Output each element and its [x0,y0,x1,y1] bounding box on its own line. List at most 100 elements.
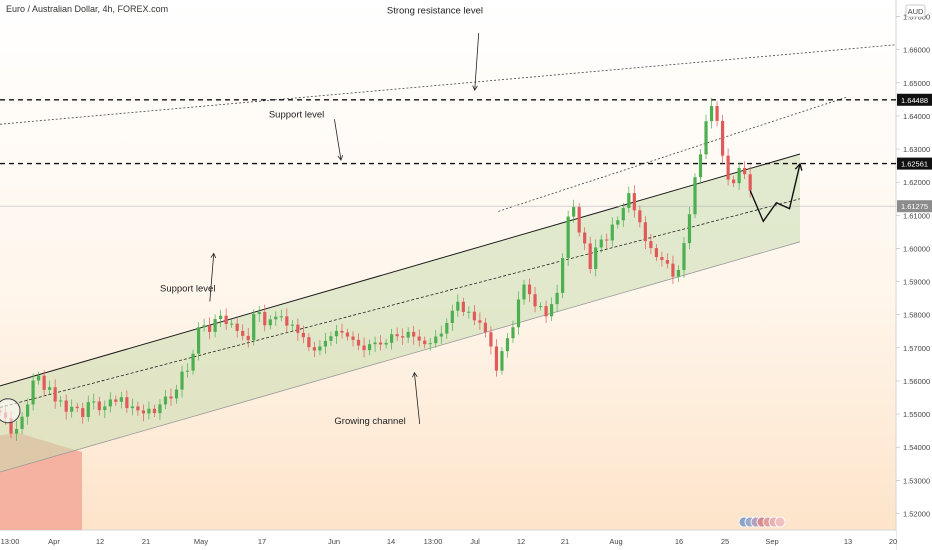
aud-badge[interactable]: AUD [905,4,926,18]
annotation-arrow [474,33,480,91]
x-tick-label: 14 [387,537,395,546]
growing-channel-fill [0,154,800,473]
candle-body [588,243,592,269]
drawn-shapes [0,44,897,530]
projection-arrowhead [794,162,803,171]
candle-body [412,331,416,337]
candle-body [25,404,30,417]
candle-body [224,315,228,324]
candle-body [605,239,609,241]
candle-body [748,174,752,191]
candle-body [439,333,443,337]
candle-body [213,318,217,332]
x-tick-label: 13:00 [424,537,443,546]
candle-body [373,342,377,345]
candle-body [522,284,526,300]
candle-body [566,216,570,259]
candle-body [274,316,278,320]
candle-body [743,167,747,175]
y-tick-label: 1.54000 [903,443,930,452]
candle-body [285,316,289,326]
candle-body [263,312,267,326]
current-price-tag-label: 1.61275 [901,202,928,211]
candle-body [450,310,454,323]
candle-body [351,336,355,340]
candle-body [130,406,134,409]
annotation-support-left: Support level [160,284,215,295]
candle-body [516,299,521,328]
candle-body [312,347,317,351]
x-tick-label: 25 [721,537,729,546]
candle-body [92,401,96,403]
candle-body [665,260,670,264]
candle-body [599,239,603,248]
candle-body [549,304,554,317]
candle-body [340,330,344,333]
candle-body [732,179,736,184]
candle-body [572,207,576,217]
x-tick-label: Apr [48,537,60,546]
y-tick-label: 1.55000 [903,410,930,419]
candle-body [428,343,432,345]
candle-body [103,406,107,411]
candle-body [527,284,532,295]
candle-body [456,301,460,311]
x-tick-label: 12 [96,537,104,546]
x-tick-label: 21 [142,537,150,546]
candle-body [654,248,658,258]
candle-body [97,401,101,411]
candle-body [555,292,559,305]
y-tick-label: 1.52000 [903,509,930,518]
x-tick-label: Sep [765,537,778,546]
candle-body [230,323,234,325]
candle-body [720,120,725,156]
annotation-support-top: Support level [269,110,324,121]
candle-body [693,177,697,215]
candle-body [401,336,405,338]
candle-body [114,399,118,402]
annotation-arrowhead [210,252,217,259]
candle-body [191,353,195,371]
candle-body [472,311,476,321]
highs-trendline [498,96,849,212]
candle-body [257,312,261,315]
candle-body [594,247,598,269]
candle-body [296,324,300,333]
candle-body [20,416,24,429]
x-tick-label: 16 [675,537,683,546]
candle-body [53,387,57,402]
channel-upper-line [0,153,801,387]
candle-body [715,106,719,121]
event-markers[interactable] [738,516,786,528]
candle-body [406,331,410,338]
candle-body [75,406,79,409]
candle-body [70,406,74,412]
candle-body [196,327,201,354]
x-tick-label: May [194,537,208,546]
candle-body [42,375,46,390]
candle-body [301,332,305,338]
y-tick-label: 1.59000 [903,278,930,287]
candle-body [726,155,730,180]
candle-body [185,370,190,372]
y-tick-label: 1.60000 [903,244,930,253]
candle-body [362,345,366,351]
candle-body [31,380,35,405]
x-tick-label: 12 [517,537,525,546]
support-price-tag-label: 1.62561 [901,160,928,169]
candle-body [64,400,68,412]
candle-body [505,338,510,352]
annotation-arrowhead [337,155,344,161]
candle-body [461,301,465,313]
candle-body [395,334,399,337]
candle-body [125,397,129,409]
overlay-layer: Strong resistance level Support level Supp… [0,5,803,427]
candle-body [583,232,587,244]
y-tick-label: 1.58000 [903,311,930,320]
projection-path [749,163,801,223]
annotation-growing-channel: Growing channel [334,416,405,427]
candle-body [219,315,223,319]
annotation-arrowhead [412,371,418,378]
candle-body [632,193,636,211]
